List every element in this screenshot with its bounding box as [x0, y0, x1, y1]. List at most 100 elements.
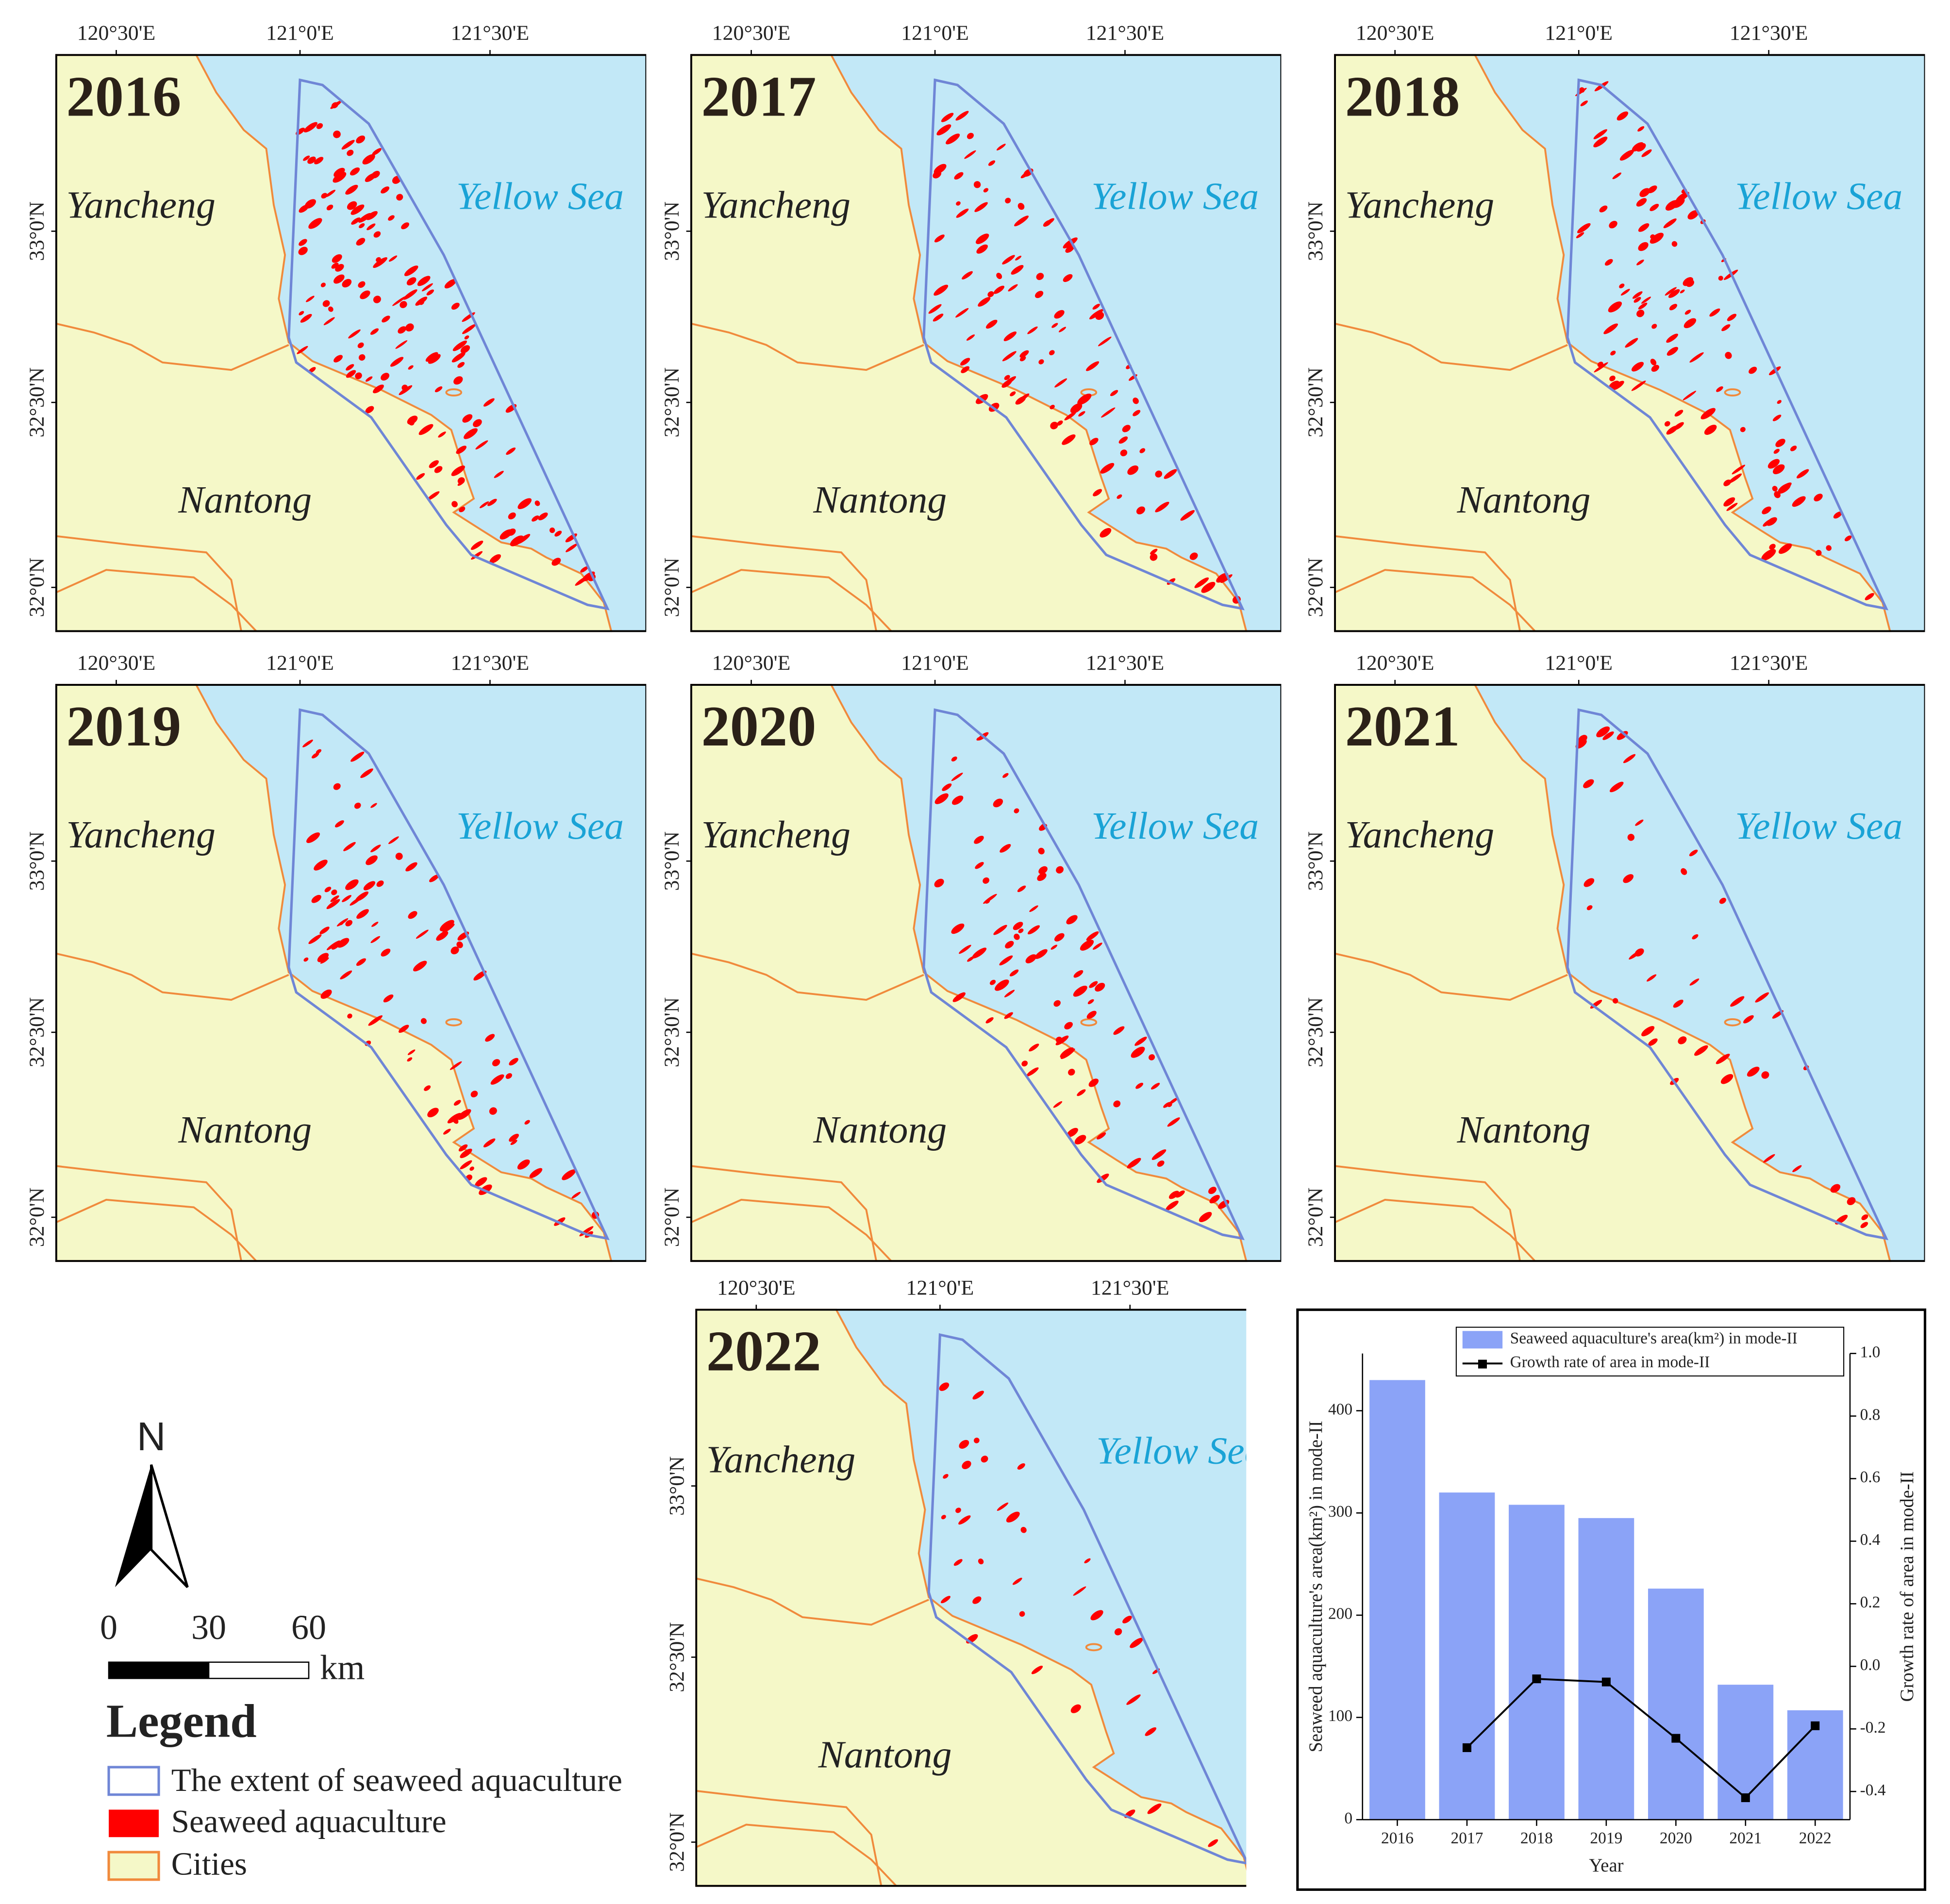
seaweed-patch	[1013, 922, 1023, 930]
seaweed-patch	[953, 1559, 963, 1566]
seaweed-patch	[403, 289, 417, 300]
seaweed-patch	[1043, 220, 1052, 227]
seaweed-patch	[1833, 511, 1842, 519]
map-panel: 2021 Yancheng Yellow Sea Nantong 120°30'E 121…	[1304, 651, 1925, 1262]
seaweed-patch	[1620, 289, 1630, 296]
seaweed-patch	[1617, 731, 1628, 740]
seaweed-patch	[368, 1015, 383, 1026]
seaweed-patch	[1026, 1067, 1039, 1076]
seaweed-patch	[946, 133, 960, 145]
seaweed-patch	[373, 231, 381, 238]
seaweed-patch	[996, 144, 1006, 150]
seaweed-patch	[1037, 873, 1047, 881]
seaweed-patch	[1747, 1066, 1760, 1077]
lon-label: 120°30'E	[712, 21, 791, 45]
x-tick-label: 2020	[1660, 1829, 1692, 1847]
seaweed-patch	[1067, 1127, 1078, 1138]
lon-label: 120°30'E	[77, 651, 156, 675]
seaweed-patch	[974, 202, 988, 212]
north-label: N	[137, 1414, 166, 1459]
city-label: Yancheng	[701, 813, 850, 856]
seaweed-patch	[490, 1074, 504, 1085]
seaweed-patch	[1014, 808, 1019, 813]
y-tick-label: 200	[1328, 1605, 1352, 1623]
seaweed-patch	[1636, 259, 1644, 265]
seaweed-patch	[1164, 469, 1177, 479]
lat-label: 32°30'N	[25, 997, 49, 1068]
seaweed-patch	[1100, 463, 1115, 474]
seaweed-patch	[1790, 446, 1797, 451]
lat-label: 32°0'N	[25, 558, 49, 617]
seaweed-patch	[1216, 573, 1229, 583]
seaweed-patch	[382, 315, 390, 323]
seaweed-patch	[1709, 308, 1720, 317]
seaweed-patch	[1133, 397, 1139, 404]
seaweed-patch	[1201, 581, 1216, 593]
city-label: Nantong	[178, 479, 312, 521]
seaweed-patch	[996, 273, 1002, 280]
seaweed-patch	[1003, 331, 1017, 341]
y2-tick-label: 0.0	[1860, 1656, 1881, 1674]
city-border	[691, 1199, 892, 1262]
seaweed-patch	[1676, 192, 1689, 202]
seaweed-patch	[316, 749, 322, 754]
seaweed-patch	[303, 155, 310, 161]
seaweed-patch	[316, 123, 323, 129]
lon-label: 121°0'E	[901, 651, 969, 675]
seaweed-patch	[1692, 934, 1699, 940]
seaweed-patch	[475, 440, 488, 450]
city-label: Yancheng	[66, 183, 215, 226]
seaweed-patch	[1000, 844, 1011, 853]
seaweed-patch	[459, 506, 466, 513]
seaweed-patch	[934, 234, 945, 243]
seaweed-patch	[324, 886, 332, 893]
x-axis-label: Year	[1589, 1855, 1623, 1876]
seaweed-patch	[1050, 421, 1058, 430]
seaweed-patch	[976, 244, 988, 254]
seaweed-patch	[1673, 999, 1683, 1008]
seaweed-patch	[1608, 301, 1622, 313]
seaweed-patch	[1689, 352, 1704, 363]
seaweed-patch	[358, 213, 372, 223]
city-border	[696, 1577, 929, 1626]
x-tick-label: 2021	[1729, 1829, 1762, 1847]
seaweed-patch	[300, 314, 312, 323]
seaweed-patch	[333, 783, 341, 790]
seaweed-patch	[985, 899, 990, 904]
seaweed-patch	[1002, 773, 1009, 778]
seaweed-patch	[933, 284, 949, 296]
map-panel: 2020 Yancheng Yellow Sea Nantong 120°30'E 121…	[660, 651, 1282, 1262]
bar	[1648, 1589, 1704, 1820]
seaweed-patch	[421, 283, 433, 292]
seaweed-patch	[1635, 819, 1644, 826]
seaweed-patch	[334, 820, 344, 828]
seaweed-patch	[1004, 1012, 1013, 1019]
seaweed-patch	[974, 1438, 980, 1443]
seaweed-patch	[320, 282, 326, 287]
lat-label: 32°0'N	[665, 1812, 688, 1872]
seaweed-patch	[1034, 949, 1048, 959]
seaweed-patch	[1051, 323, 1058, 328]
map-panel: 2016 Yancheng Yellow Sea Nantong 120°30'E 121…	[25, 21, 647, 632]
seaweed-patch	[1631, 381, 1646, 391]
seaweed-patch	[1641, 1026, 1655, 1037]
seaweed-patch	[1065, 245, 1074, 253]
seaweed-patch	[429, 460, 439, 468]
seaweed-patch	[1743, 1015, 1754, 1024]
seaweed-patch	[1036, 273, 1044, 280]
seaweed-patch	[1150, 1083, 1160, 1090]
seaweed-patch	[426, 289, 434, 296]
seaweed-patch	[308, 218, 322, 229]
seaweed-patch	[330, 895, 339, 902]
seaweed-patch	[1796, 469, 1809, 479]
seaweed-patch	[1002, 351, 1017, 362]
seaweed-patch	[1180, 510, 1195, 521]
seaweed-patch	[962, 271, 973, 280]
seaweed-patch	[408, 911, 417, 919]
map-panel: 2017 Yancheng Yellow Sea Nantong 120°30'E 121…	[660, 21, 1282, 632]
island	[445, 1018, 463, 1027]
seaweed-patch	[1684, 310, 1691, 315]
seaweed-patch	[1594, 362, 1608, 373]
seaweed-patch	[1668, 289, 1680, 298]
lat-label: 33°0'N	[1304, 831, 1327, 891]
